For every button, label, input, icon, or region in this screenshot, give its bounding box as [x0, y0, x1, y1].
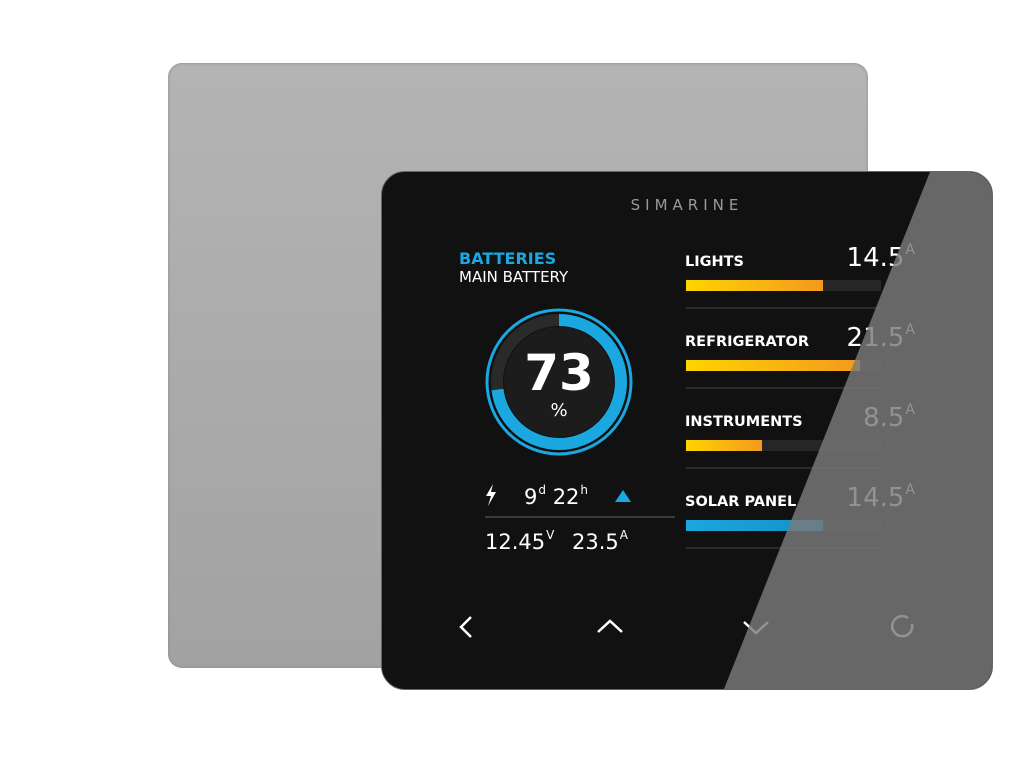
device-screen: SIMARINE BATTERIES MAIN BATTERY 73 % 9d …	[381, 171, 993, 690]
device-bezel: SIMARINE BATTERIES MAIN BATTERY 73 % 9d …	[168, 63, 993, 690]
load-value: 8.5A	[863, 402, 915, 433]
divider	[485, 516, 675, 518]
load-bar-fill	[686, 520, 823, 531]
load-label: REFRIGERATOR	[685, 334, 809, 350]
battery-gauge	[485, 308, 633, 456]
battery-name: MAIN BATTERY	[459, 268, 569, 286]
divider	[686, 307, 881, 309]
load-label: SOLAR PANEL	[685, 494, 797, 510]
load-bar-fill	[686, 440, 763, 451]
battery-percent: 73	[524, 344, 594, 402]
chevron-up-icon[interactable]	[595, 612, 625, 642]
load-value: 14.5A	[846, 242, 915, 273]
load-bar	[686, 280, 881, 291]
divider	[686, 547, 881, 549]
load-bar	[686, 520, 881, 531]
divider	[686, 387, 881, 389]
load-label: INSTRUMENTS	[685, 414, 803, 430]
voltage: 12.45V	[485, 528, 555, 554]
chevron-left-icon[interactable]	[452, 612, 482, 642]
circle-icon[interactable]	[888, 612, 918, 642]
category-title: BATTERIES	[459, 249, 557, 268]
divider	[686, 467, 881, 469]
chevron-down-icon[interactable]	[741, 612, 771, 642]
load-value: 14.5A	[846, 482, 915, 513]
load-bar-fill	[686, 360, 860, 371]
current: 23.5A	[572, 528, 628, 554]
battery-gauge-arc	[491, 314, 627, 450]
load-bar-fill	[686, 280, 823, 291]
load-value: 21.5A	[846, 322, 915, 353]
time-remaining: 9d 22h	[524, 483, 589, 509]
percent-unit: %	[550, 400, 568, 421]
load-bar	[686, 360, 881, 371]
trend-up-icon	[615, 490, 631, 502]
brand-logo: SIMARINE	[630, 196, 744, 214]
charging-bolt-icon	[486, 484, 496, 506]
load-bar	[686, 440, 881, 451]
load-label: LIGHTS	[685, 254, 745, 270]
